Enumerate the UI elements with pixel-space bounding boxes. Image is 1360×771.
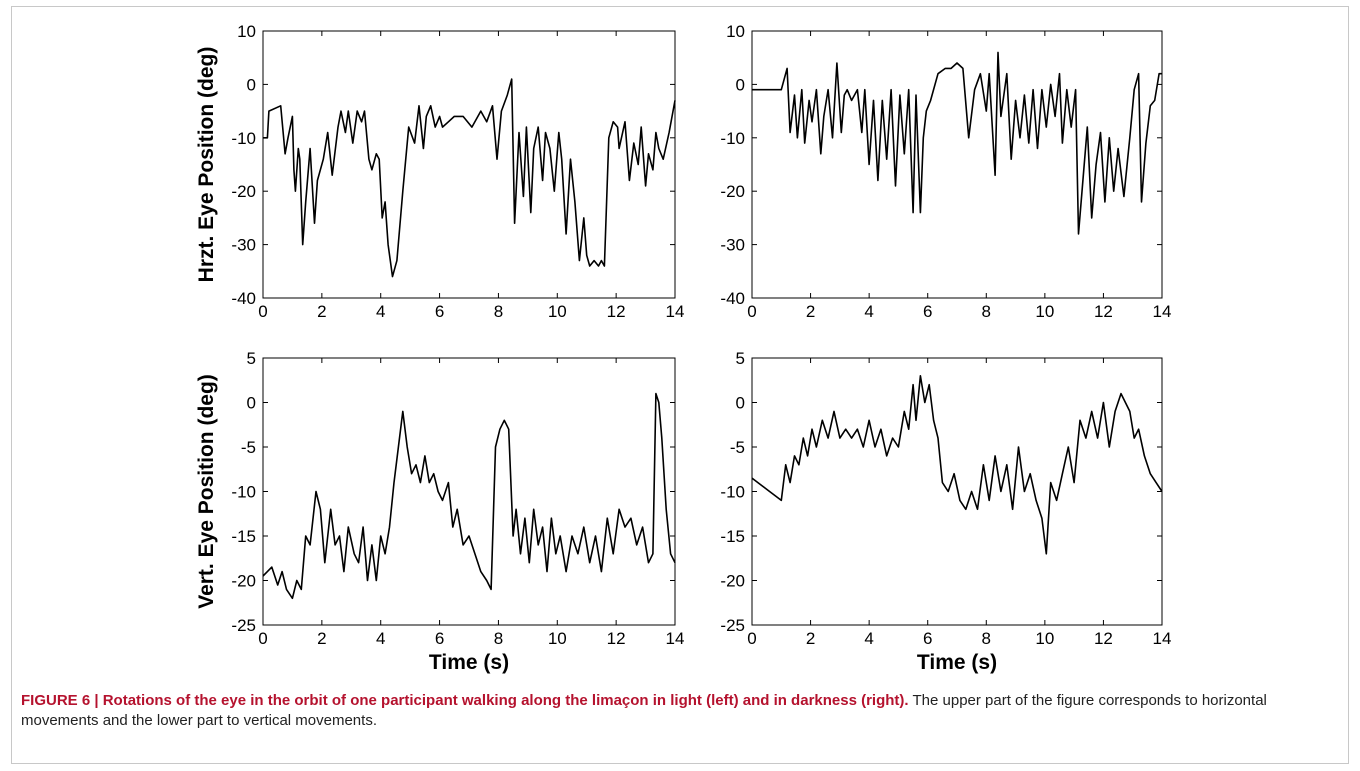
x-axis-label: Time (s) [429,651,509,674]
x-tick-label: 6 [435,629,444,648]
y-tick-label: 0 [736,394,745,413]
eye-position-trace [262,392,676,600]
y-axis-label: Hrzt. Eye Position (deg) [195,47,218,283]
x-tick-label: 8 [982,302,991,321]
x-tick-label: 8 [982,629,991,648]
x-tick-label: 10 [1035,629,1054,648]
chart-panel-top-right: 0 2 4 6 8 10 12 14 -40 -30 -20 -10 0 10 [720,22,1171,321]
y-tick-label: 10 [237,22,256,41]
y-tick-label: -20 [720,182,745,201]
x-tick-label: 10 [1035,302,1054,321]
y-tick-label: 5 [736,349,745,368]
y-tick-label: -10 [231,129,256,148]
y-tick-label: -40 [720,289,745,308]
caption-lead: FIGURE 6 | Rotations of the eye in the o… [21,692,909,709]
x-tick-label: 12 [607,302,626,321]
x-tick-label: 10 [548,302,567,321]
chart-panel-bottom-left: 0 2 4 6 8 10 12 14 -25 -20 -15 -10 -5 0 5 Time (s) Vert.… [195,349,684,674]
eye-position-trace [263,78,676,278]
x-tick-label: 6 [435,302,444,321]
x-tick-label: 12 [1094,629,1113,648]
x-tick-label: 14 [1153,302,1172,321]
y-tick-label: -10 [231,483,256,502]
plot-area [751,357,1163,626]
plot-area [262,30,676,299]
x-tick-label: 10 [548,629,567,648]
y-tick-label: -30 [231,236,256,255]
x-tick-label: 4 [376,629,385,648]
y-axis-label: Vert. Eye Position (deg) [195,374,218,609]
y-tick-label: -20 [231,572,256,591]
y-tick-label: -25 [720,616,745,635]
caption-body: The upper part of the figure corresponds… [21,692,1267,729]
y-tick-label: -10 [720,483,745,502]
x-tick-label: 14 [666,629,685,648]
figure-caption: FIGURE 6 | Rotations of the eye in the o… [21,691,1339,731]
plot-area [262,357,676,626]
eye-position-trace [752,51,1162,235]
y-tick-label: -30 [720,236,745,255]
y-tick-label: -5 [730,438,745,457]
x-tick-label: 2 [317,629,326,648]
y-tick-label: -20 [720,572,745,591]
x-tick-label: 0 [258,629,267,648]
x-tick-label: 12 [1094,302,1113,321]
y-tick-label: -15 [720,527,745,546]
x-tick-label: 0 [747,302,756,321]
x-tick-label: 4 [376,302,385,321]
plot-area [751,30,1163,299]
eye-position-trace [751,375,1163,555]
x-tick-label: 8 [494,302,503,321]
x-tick-label: 4 [864,302,873,321]
x-tick-label: 8 [494,629,503,648]
x-tick-label: 2 [806,629,815,648]
chart-panel-top-left: 0 2 4 6 8 10 12 14 -40 -30 -20 -10 0 10 Hrzt. Eye Posi… [195,22,684,321]
y-tick-label: -25 [231,616,256,635]
y-tick-label: 0 [247,75,256,94]
y-tick-label: 5 [247,349,256,368]
y-tick-label: 0 [736,75,745,94]
figure-charts: 0 2 4 6 8 10 12 14 -40 -30 -20 -10 0 10 Hrzt. Eye Posi… [195,22,1171,674]
y-tick-label: -15 [231,527,256,546]
figure-frame [11,6,1349,764]
y-tick-label: -5 [241,438,256,457]
x-tick-label: 14 [1153,629,1172,648]
y-tick-label: -20 [231,182,256,201]
x-tick-label: 4 [864,629,873,648]
x-tick-label: 0 [258,302,267,321]
x-tick-label: 6 [923,302,932,321]
y-tick-label: 0 [247,394,256,413]
x-tick-label: 0 [747,629,756,648]
x-tick-label: 14 [666,302,685,321]
y-tick-label: -40 [231,289,256,308]
chart-panel-bottom-right: 0 2 4 6 8 10 12 14 -25 -20 -15 -10 -5 0 5 Time (s) [720,349,1171,674]
x-tick-label: 12 [607,629,626,648]
y-tick-label: 10 [726,22,745,41]
x-tick-label: 2 [317,302,326,321]
y-tick-label: -10 [720,129,745,148]
x-tick-label: 2 [806,302,815,321]
x-tick-label: 6 [923,629,932,648]
x-axis-label: Time (s) [917,651,997,674]
